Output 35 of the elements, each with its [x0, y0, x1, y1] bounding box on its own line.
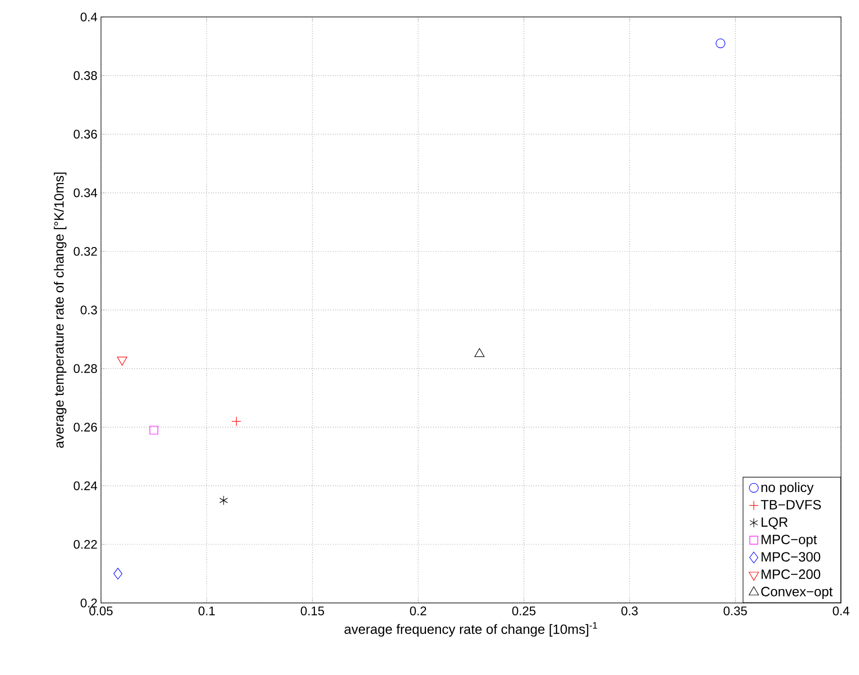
y-tick-label: 0.4 — [80, 12, 98, 22]
x-tick-label: 0.35 — [724, 606, 747, 616]
y-tick-label: 0.34 — [74, 188, 98, 198]
legend-label: MPC−300 — [762, 552, 820, 562]
y-tick-label: 0.2 — [80, 598, 97, 608]
point — [219, 496, 228, 506]
x-tick-label: 0.2 — [410, 606, 426, 616]
x-tick-label: 0.25 — [512, 606, 536, 616]
legend-label: MPC−200 — [762, 569, 820, 579]
x-tick-label: 0.15 — [300, 606, 324, 616]
point — [474, 348, 485, 357]
x-tick-label: 0.1 — [198, 606, 215, 616]
legend-label: no policy — [761, 482, 814, 495]
y-tick-label: 0.3 — [80, 306, 97, 314]
point — [232, 416, 242, 426]
x-tick-label: 0.05 — [89, 606, 113, 616]
point — [716, 38, 726, 48]
legend-label: TB−DVFS — [760, 500, 821, 510]
y-tick-label: 0.28 — [74, 364, 97, 373]
y-tick-label: 0.36 — [74, 130, 97, 139]
x-axis-title: average frequency rate of change [10ms]$^{-1}$ — [344, 622, 598, 637]
y-axis-title: average temperature rate of change [°K/10ms] — [54, 172, 66, 448]
legend-label: MPC−opt — [762, 534, 817, 547]
y-tick-label: 0.38 — [74, 71, 97, 80]
point — [150, 426, 158, 434]
y-tick-label: 0.24 — [74, 481, 98, 490]
y-tick-label: 0.26 — [74, 422, 97, 432]
point — [113, 568, 122, 580]
y-tick-label: 0.32 — [74, 246, 97, 256]
legend-label: LQR — [762, 517, 788, 530]
x-tick-label: 0.3 — [621, 606, 638, 616]
legend-label: Convex−opt — [761, 586, 833, 599]
y-tick-label: 0.22 — [74, 540, 97, 549]
point — [117, 356, 128, 366]
x-tick-label: 0.4 — [832, 606, 850, 616]
